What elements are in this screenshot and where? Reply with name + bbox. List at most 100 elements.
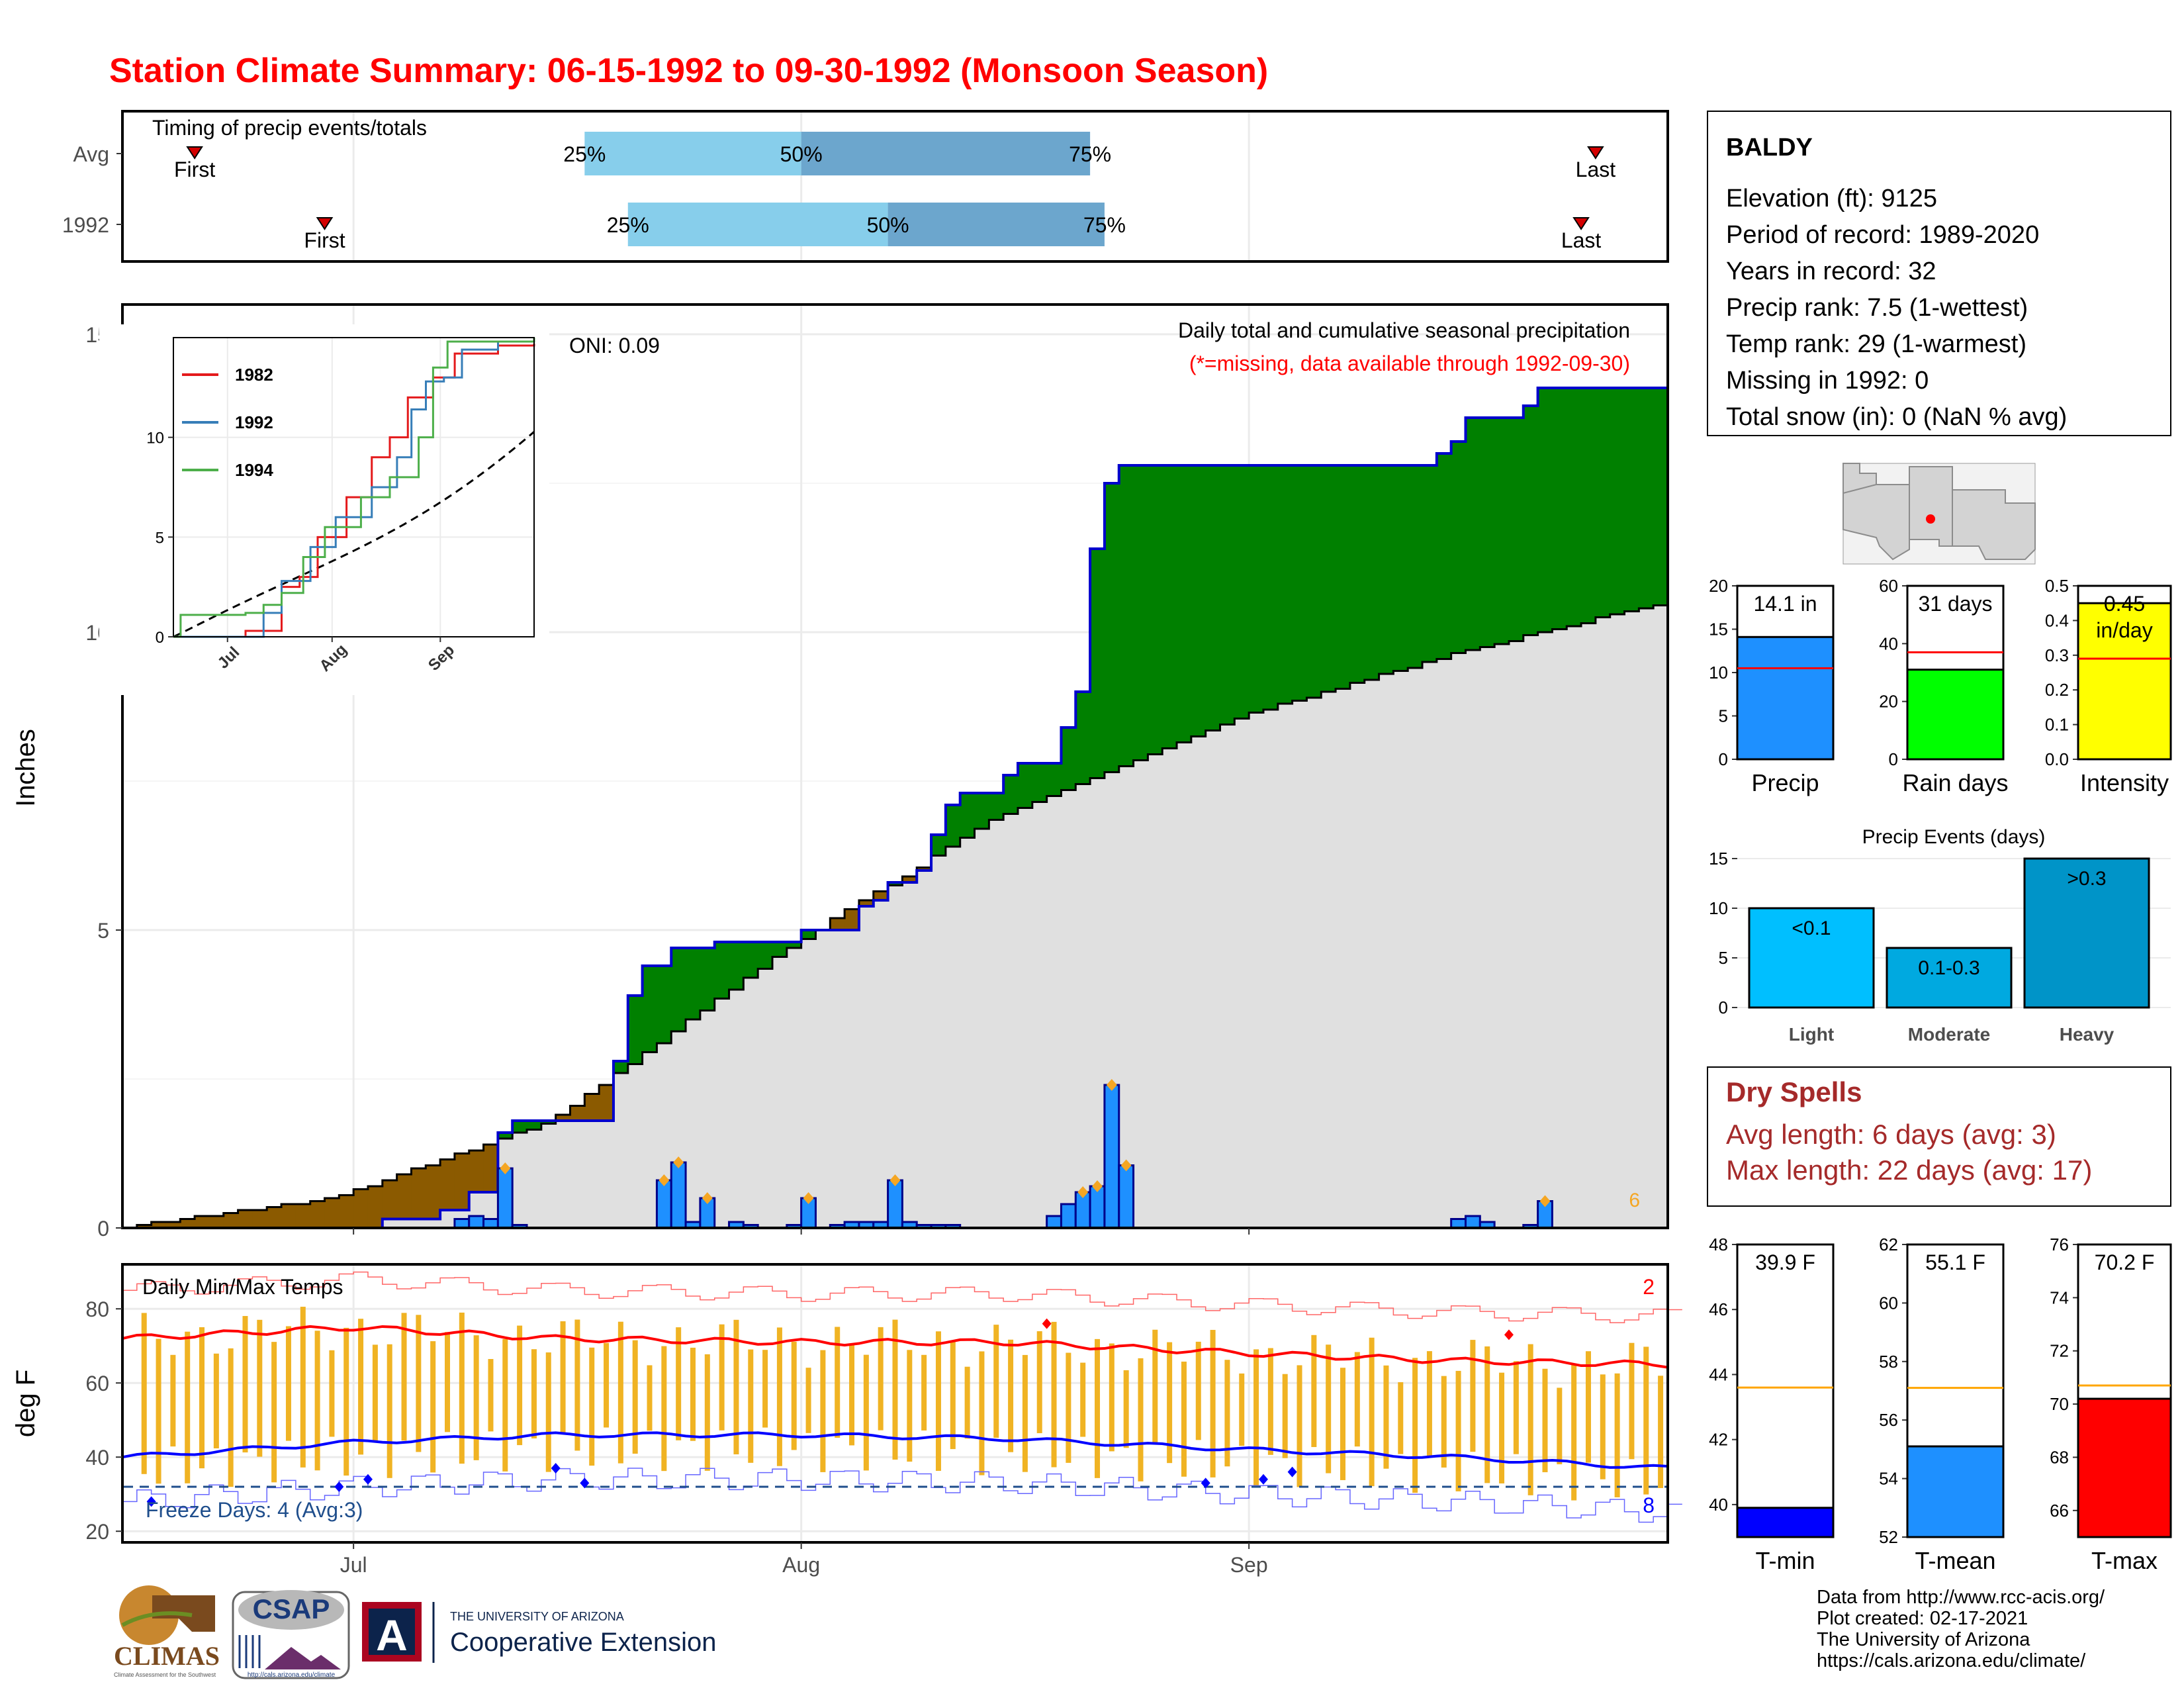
- timing-q50-q75-bar: [801, 132, 1091, 175]
- record-high-marker: [1042, 1318, 1052, 1329]
- daily-temp-range-bar: [271, 1342, 277, 1483]
- inset-ytick-label: 5: [156, 529, 164, 547]
- below-average-fill: [469, 1150, 484, 1192]
- record-low-marker: [580, 1477, 590, 1489]
- above-average-fill: [1494, 418, 1510, 644]
- daily-temp-range-bar: [849, 1344, 855, 1446]
- timing-q25-q50-bar: [627, 203, 888, 246]
- below-average-fill: [917, 867, 932, 870]
- inset-legend-label: 1994: [235, 460, 273, 480]
- above-average-fill: [960, 793, 976, 838]
- events-xtick-label: Heavy: [2060, 1024, 2115, 1045]
- above-average-fill: [1523, 406, 1539, 635]
- events-bar-label: 0.1-0.3: [1918, 957, 1979, 979]
- temp-marks: [122, 1271, 1682, 1523]
- below-average-fill: [295, 1204, 311, 1228]
- mini-ytick-label: 62: [1879, 1235, 1898, 1254]
- mini-tmean-chart: 52 54 56 58 60 62 55.1 F T-mean: [1879, 1235, 2005, 1574]
- daily-precip-bar: [1060, 1203, 1077, 1229]
- above-average-fill: [1177, 465, 1192, 743]
- above-average-fill: [1277, 465, 1293, 704]
- daily-temp-range-bar: [372, 1344, 378, 1442]
- record-min-envelope: [122, 1468, 1682, 1523]
- daily-temp-range-bar: [907, 1350, 913, 1462]
- daily-temp-range-bar: [589, 1347, 595, 1466]
- below-average-fill: [267, 1207, 282, 1228]
- above-average-fill: [801, 930, 817, 939]
- daily-temp-range-bar: [242, 1316, 248, 1453]
- above-average-fill: [1032, 763, 1048, 802]
- mini-value-label: 31 days: [1918, 592, 1992, 616]
- precip-daily-bars: [453, 1079, 1553, 1229]
- mini-ytick-label: 44: [1709, 1364, 1728, 1384]
- daily-precip-bar: [1118, 1164, 1135, 1229]
- observed-cumulative-line: [122, 387, 1668, 1229]
- daily-temp-range-bar: [1412, 1358, 1418, 1493]
- above-average-fill: [498, 1133, 513, 1139]
- daily-max-marker: [659, 1174, 670, 1186]
- above-average-fill: [627, 996, 643, 1064]
- daily-temp-range-bar: [1210, 1330, 1216, 1477]
- inset-lines: [173, 338, 535, 638]
- csap-url: http://cals.arizona.edu/climate: [248, 1671, 336, 1679]
- daily-temp-range-bar: [1311, 1335, 1317, 1447]
- daily-temp-range-bar: [1167, 1342, 1173, 1464]
- locator-map: [1843, 463, 2036, 565]
- daily-temp-range-bar: [257, 1319, 263, 1457]
- daily-temp-range-bar: [1354, 1352, 1360, 1447]
- record-max-envelope: [122, 1271, 1682, 1323]
- daily-temp-range-bar: [1253, 1349, 1259, 1487]
- daily-temp-range-bar: [1239, 1373, 1245, 1446]
- mini-raindays-chart: 0 20 40 60 31 days Rain days: [1879, 576, 2008, 796]
- daily-precip-bar: [670, 1161, 687, 1229]
- below-average-fill: [873, 891, 889, 900]
- mini-ytick-label: 60: [1879, 1293, 1898, 1313]
- above-average-fill: [657, 966, 672, 1043]
- daily-temp-range-bar: [617, 1321, 623, 1464]
- inset-ytick-label: 0: [156, 629, 164, 647]
- daily-temp-range-bar: [1123, 1370, 1129, 1448]
- daily-temp-range-bar: [1643, 1346, 1649, 1495]
- below-average-fill: [584, 1094, 600, 1121]
- climas-logo-subtext: Climate Assessment for the Southwest: [114, 1671, 216, 1678]
- inset-legend: 1982 1992 1994: [182, 365, 273, 480]
- daily-temp-range-bar: [704, 1354, 710, 1471]
- daily-temp-range-bar: [719, 1324, 725, 1430]
- mini-value-label: 14.1 in: [1753, 592, 1817, 616]
- daily-temp-range-bar: [1527, 1344, 1533, 1495]
- above-average-fill: [772, 942, 788, 957]
- daily-temp-range-bar: [950, 1340, 956, 1450]
- daily-temp-range-bar: [1600, 1374, 1606, 1479]
- credit-line-3: The University of Arizona: [1817, 1629, 2030, 1650]
- daily-temp-range-bar: [632, 1340, 638, 1454]
- ua-logo: A THE UNIVERSITY OF ARIZONA Cooperative …: [362, 1602, 716, 1663]
- mini-ytick-label: 54: [1879, 1469, 1898, 1489]
- mini-ytick-label: 70: [2050, 1394, 2069, 1414]
- daily-precip-bar: [887, 1179, 903, 1229]
- daily-precip-bar: [496, 1167, 514, 1229]
- daily-temp-range-bar: [488, 1358, 494, 1432]
- daily-temp-range-bar: [1542, 1368, 1548, 1473]
- above-average-fill: [1537, 388, 1553, 632]
- daily-temp-range-bar: [1181, 1361, 1187, 1477]
- mini-precip-chart: 0 5 10 15 20 14.1 in Precip: [1709, 576, 1835, 796]
- above-average-fill: [1480, 418, 1495, 647]
- above-average-fill: [541, 1121, 557, 1124]
- climas-swoosh-icon: [121, 1611, 193, 1627]
- above-average-fill: [1133, 465, 1148, 761]
- temp-y-ticks: 20 40 60 80: [85, 1297, 122, 1544]
- mini-ytick-label: 0.0: [2045, 749, 2069, 769]
- below-average-fill: [223, 1213, 239, 1228]
- events-bar-heavy: [2023, 857, 2150, 1009]
- ua-block-inner: [369, 1609, 415, 1655]
- mini-value-label: 55.1 F: [1925, 1250, 1985, 1274]
- timing-row-label: 1992: [62, 213, 109, 237]
- mini-xlabel: T-mean: [1915, 1547, 1995, 1574]
- above-average-fill: [613, 1061, 629, 1073]
- station-info-line: Period of record: 1989-2020: [1726, 221, 2039, 249]
- timing-last-marker: [1572, 217, 1590, 230]
- above-average-fill: [1061, 727, 1076, 790]
- daily-temp-range-bar: [1658, 1376, 1664, 1488]
- daily-temp-range-bar: [1398, 1382, 1404, 1454]
